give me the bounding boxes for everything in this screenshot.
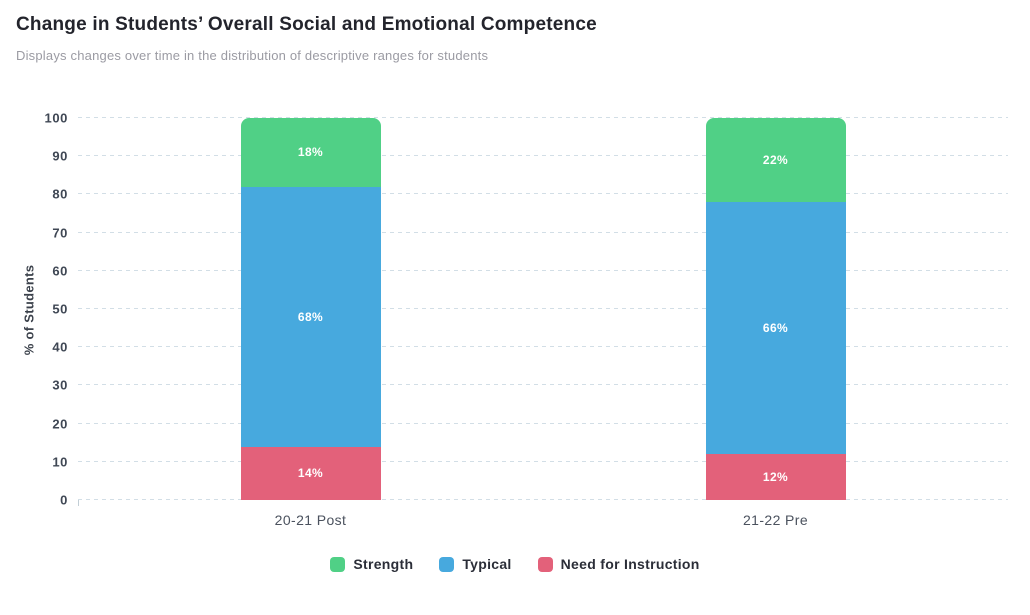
gridline <box>78 155 1008 157</box>
stacked-bar-20-21-post: 18% 68% 14% <box>240 118 381 500</box>
legend-swatch <box>330 556 346 572</box>
y-tick-label: 30 <box>52 377 68 393</box>
legend-label: Need for Instruction <box>560 556 700 572</box>
segment-value-label: 18% <box>297 145 324 160</box>
gridline <box>78 308 1008 309</box>
y-tick-label: 10 <box>52 454 68 470</box>
legend: Strength Typical Need for Instruction <box>0 556 1030 572</box>
y-tick-label: 0 <box>60 492 68 508</box>
gridline <box>78 460 1008 462</box>
bar-segment-need-for-instruction[interactable]: 12% <box>705 454 846 500</box>
y-tick-label: 90 <box>52 148 68 164</box>
gridline <box>78 384 1008 386</box>
y-tick-label: 20 <box>52 416 68 432</box>
y-tick-label: 70 <box>52 225 68 241</box>
gridline <box>78 422 1008 424</box>
y-tick-label: 100 <box>44 110 68 126</box>
legend-item-typical[interactable]: Typical <box>439 556 511 572</box>
legend-item-strength[interactable]: Strength <box>330 556 413 572</box>
segment-value-label: 14% <box>297 466 324 481</box>
segment-value-label: 22% <box>762 153 789 168</box>
legend-item-need-for-instruction[interactable]: Need for Instruction <box>537 556 700 572</box>
segment-value-label: 12% <box>762 470 789 485</box>
zero-axis-tick <box>78 500 79 506</box>
segment-value-label: 68% <box>297 309 324 324</box>
y-tick-label: 40 <box>52 339 68 355</box>
chart-title: Change in Students’ Overall Social and E… <box>16 14 597 35</box>
bar-segment-typical[interactable]: 66% <box>705 202 846 455</box>
gridline <box>78 231 1008 233</box>
x-axis-label: 21-22 Pre <box>742 512 809 528</box>
y-tick-label: 60 <box>52 263 68 279</box>
gridline <box>78 193 1008 195</box>
y-tick-label: 50 <box>52 301 68 317</box>
gridline <box>78 269 1008 271</box>
legend-swatch <box>439 556 455 572</box>
stacked-bar-21-22-pre: 22% 66% 12% <box>705 118 846 500</box>
bar-segment-strength[interactable]: 18% <box>240 118 381 187</box>
segment-value-label: 66% <box>762 321 789 336</box>
gridline <box>78 117 1008 118</box>
gridline <box>78 499 1008 500</box>
plot-area: 18% 68% 14% 22% 66% 12% <box>78 117 1008 506</box>
y-tick-label: 80 <box>52 186 68 202</box>
legend-swatch <box>537 556 553 572</box>
bar-segment-need-for-instruction[interactable]: 14% <box>240 446 381 500</box>
gridline <box>78 346 1008 348</box>
legend-label: Typical <box>462 556 512 572</box>
bar-segment-strength[interactable]: 22% <box>705 118 846 203</box>
x-axis-labels: 20-21 Post 21-22 Pre <box>78 500 1008 530</box>
chart-subtitle: Displays changes over time in the distri… <box>16 48 489 63</box>
bar-segment-typical[interactable]: 68% <box>240 186 381 447</box>
y-axis-ticks: 0 10 20 30 40 50 60 70 80 90 100 <box>16 111 68 508</box>
x-axis-label: 20-21 Post <box>274 512 347 528</box>
legend-label: Strength <box>353 556 414 572</box>
